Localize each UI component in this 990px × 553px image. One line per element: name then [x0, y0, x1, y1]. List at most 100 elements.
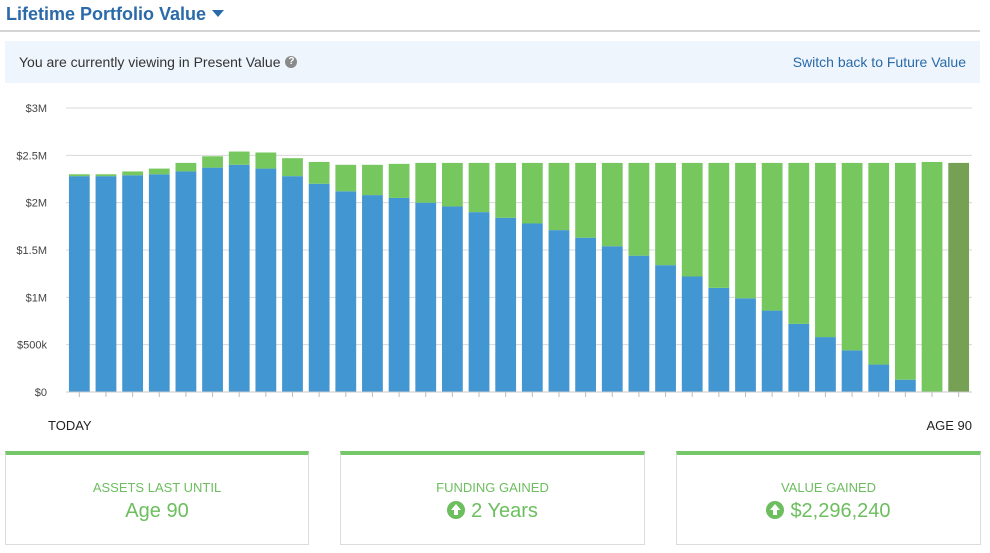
y-tick-label: $2M: [26, 198, 47, 210]
bar-segment-blue[interactable]: [868, 364, 890, 392]
bar-segment-blue[interactable]: [68, 176, 90, 392]
bar-segment-green[interactable]: [575, 162, 597, 238]
header: Lifetime Portfolio Value: [0, 0, 980, 32]
y-tick-label: $1.5M: [16, 245, 47, 257]
card-value: $2,296,240: [790, 500, 891, 522]
bar-segment-blue[interactable]: [521, 223, 543, 392]
banner-message: You are currently viewing in Present Val…: [19, 54, 281, 70]
bar-segment-blue[interactable]: [815, 337, 836, 392]
bar-segment-blue[interactable]: [628, 255, 650, 392]
bar-segment-blue[interactable]: [841, 350, 863, 392]
card-assets-last-until: ASSETS LAST UNTIL Age 90: [5, 451, 309, 545]
portfolio-title-dropdown[interactable]: Lifetime Portfolio Value: [6, 4, 225, 25]
bar-segment-blue[interactable]: [202, 167, 223, 392]
bar-segment-green[interactable]: [202, 156, 223, 168]
bar-segment-green[interactable]: [228, 151, 250, 165]
bar-segment-green[interactable]: [894, 162, 916, 380]
bar-segment-green[interactable]: [788, 162, 810, 324]
bar-segment-blue[interactable]: [228, 164, 250, 392]
bar-segment-green[interactable]: [308, 161, 330, 184]
bar-segment-blue[interactable]: [575, 237, 597, 392]
bar-segment-blue[interactable]: [761, 310, 783, 392]
card-value: 2 Years: [471, 500, 538, 522]
bar-segment-blue[interactable]: [735, 298, 756, 392]
bar-segment-green[interactable]: [441, 162, 463, 207]
card-value: Age 90: [125, 500, 189, 522]
y-tick-label: $1M: [26, 292, 47, 304]
bar-segment-blue[interactable]: [681, 276, 703, 392]
bar-segment-green[interactable]: [601, 162, 623, 247]
bar-segment-green[interactable]: [628, 162, 650, 256]
help-icon[interactable]: ?: [285, 56, 298, 69]
bar-segment-blue[interactable]: [308, 183, 330, 392]
bar-segment-green[interactable]: [95, 174, 117, 177]
bars: [66, 151, 972, 397]
bar-segment-blue[interactable]: [362, 195, 383, 392]
bar-segment-blue[interactable]: [655, 265, 676, 392]
bar-segment-green[interactable]: [335, 164, 357, 192]
bar-segment-blue[interactable]: [468, 212, 490, 392]
bar-segment-green[interactable]: [255, 152, 277, 169]
bar-segment-green[interactable]: [815, 162, 836, 338]
caret-down-icon: [212, 9, 225, 17]
bar-segment-blue[interactable]: [175, 171, 197, 392]
bar-segment-green[interactable]: [548, 162, 570, 231]
bar-segment-green[interactable]: [495, 162, 517, 218]
bar-segment-green[interactable]: [948, 162, 970, 392]
bar-segment-blue[interactable]: [255, 168, 277, 392]
bar-segment-green[interactable]: [415, 162, 437, 203]
bar-segment-blue[interactable]: [335, 191, 357, 392]
bar-segment-green[interactable]: [841, 162, 863, 351]
switch-future-value-link[interactable]: Switch back to Future Value: [792, 54, 966, 70]
y-tick-label: $2.5M: [16, 150, 47, 162]
bar-segment-green[interactable]: [388, 163, 410, 198]
bar-segment-green[interactable]: [175, 162, 197, 172]
bar-segment-green[interactable]: [868, 162, 890, 365]
bar-segment-green[interactable]: [468, 162, 490, 213]
y-tick-label: $0: [35, 387, 47, 399]
bar-segment-green[interactable]: [521, 162, 543, 224]
bar-segment-blue[interactable]: [282, 176, 303, 392]
bar-segment-green[interactable]: [708, 162, 730, 288]
arrow-up-circle-icon: [766, 500, 785, 519]
bar-segment-green[interactable]: [921, 161, 943, 392]
bar-segment-green[interactable]: [655, 162, 676, 266]
card-funding-gained: FUNDING GAINED 2 Years: [340, 451, 645, 545]
bar-segment-blue[interactable]: [441, 206, 463, 392]
card-value-gained: VALUE GAINED $2,296,240: [676, 451, 981, 545]
bar-segment-blue[interactable]: [495, 217, 517, 392]
bar-segment-blue[interactable]: [148, 174, 170, 392]
bar-segment-green[interactable]: [68, 174, 90, 177]
bar-segment-green[interactable]: [282, 158, 303, 177]
x-label-end: AGE 90: [926, 418, 972, 433]
present-value-banner: You are currently viewing in Present Val…: [5, 41, 980, 83]
banner-text-wrap: You are currently viewing in Present Val…: [19, 54, 298, 70]
bar-segment-blue[interactable]: [708, 287, 730, 392]
bar-segment-blue[interactable]: [894, 379, 916, 392]
bar-segment-blue[interactable]: [601, 246, 623, 392]
bar-segment-green[interactable]: [681, 162, 703, 277]
card-value-wrap: 2 Years: [341, 500, 644, 523]
bar-segment-blue[interactable]: [95, 176, 117, 392]
bar-segment-blue[interactable]: [122, 175, 144, 392]
card-value-wrap: $2,296,240: [677, 500, 980, 523]
card-label: ASSETS LAST UNTIL: [92, 480, 222, 495]
portfolio-chart: $0 $500k $1M $1.5M $2M $2.5M $3M: [16, 103, 972, 399]
y-tick-label: $500k: [17, 340, 47, 352]
bar-segment-green[interactable]: [761, 162, 783, 311]
bar-segment-blue[interactable]: [388, 197, 410, 392]
grid-lines: [66, 107, 972, 393]
bar-segment-blue[interactable]: [548, 230, 570, 392]
bar-segment-green[interactable]: [122, 171, 144, 176]
bar-segment-green[interactable]: [735, 162, 756, 299]
arrow-up-circle-icon: [447, 500, 466, 519]
y-axis-ticks: $0 $500k $1M $1.5M $2M $2.5M $3M: [16, 103, 47, 399]
bar-segment-green[interactable]: [148, 168, 170, 175]
bar-segment-green[interactable]: [362, 164, 383, 196]
card-label: FUNDING GAINED: [436, 480, 549, 495]
card-label: VALUE GAINED: [780, 480, 877, 495]
x-label-start: TODAY: [48, 418, 92, 433]
bar-segment-blue[interactable]: [788, 323, 810, 392]
bar-segment-blue[interactable]: [415, 202, 437, 392]
y-tick-label: $3M: [26, 103, 47, 115]
